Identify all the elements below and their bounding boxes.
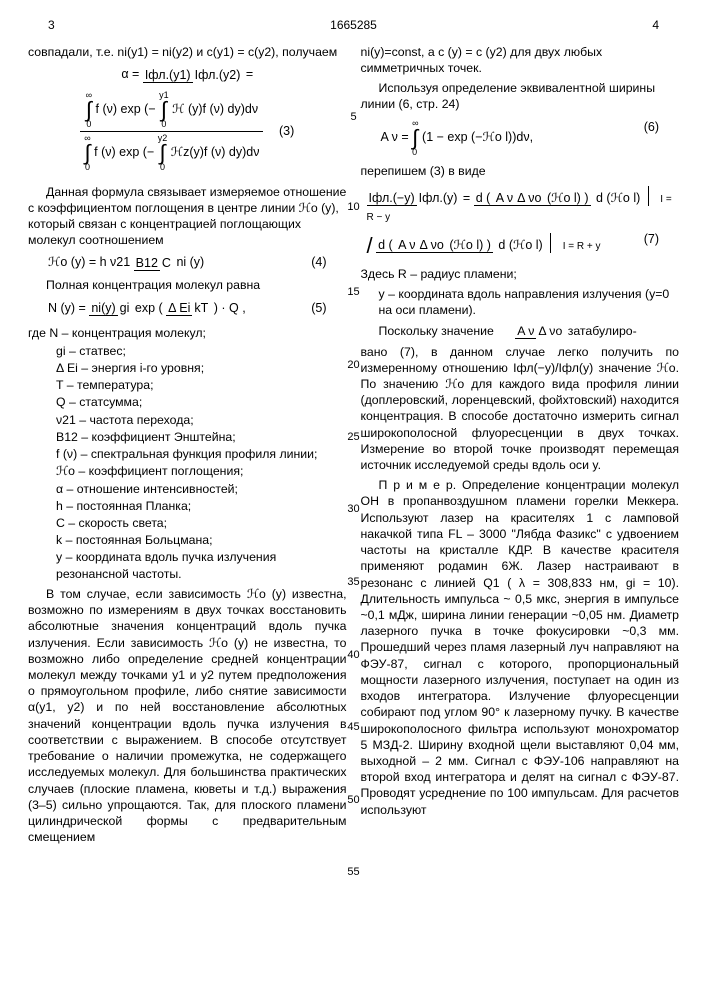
equation-5: N (y) = nі(y)gі exp ( Δ EіkT ) · Q , (5) [28, 300, 347, 317]
equation-4: ℋo (y) = h ν21 B12C nі (y) (4) [28, 254, 347, 271]
line-number: 35 [347, 575, 359, 590]
def-item: y – координата вдоль пучка излучения рез… [28, 549, 347, 581]
document-number: 1665285 [330, 18, 377, 34]
page: 3 1665285 4 5 10 15 20 25 30 35 40 45 50… [0, 0, 707, 1000]
line-number: 20 [347, 358, 359, 373]
def-item: ℋo – коэффициент поглощения; [28, 463, 347, 479]
def-item: h – постоянная Планка; [28, 498, 347, 514]
eq-text: ℋ (y)f (ν) dy)dν [172, 102, 258, 116]
def-item: T – температура; [28, 377, 347, 393]
line-number: 10 [347, 200, 359, 215]
definitions-list: где N – концентрация молекул; gі – статв… [28, 325, 347, 582]
paragraph: вано (7), в данном случае легко получить… [361, 344, 680, 474]
equation-7: Iфл.(−y)Iфл.(y) = d ( A νΔ νo (ℋo l) ) d… [361, 185, 680, 225]
line-number: 55 [347, 865, 359, 880]
paragraph: Используя определение эквивалентной шири… [361, 80, 680, 112]
line-number: 50 [347, 793, 359, 808]
eq-number: (6) [644, 119, 659, 136]
equation-3: ∞∫0 f (ν) exp (− y1∫0 ℋ (y)f (ν) dy)dν ∞… [28, 89, 347, 174]
equation-alpha: α = Iфл.(y1)Iфл.(y2) = [28, 66, 347, 83]
def-item: k – постоянная Больцмана; [28, 532, 347, 548]
paragraph: Данная формула связывает измеряемое отно… [28, 184, 347, 249]
eq-text: ℋz(y)f (ν) dy)dν [171, 145, 260, 159]
def-item: Q – статсумма; [28, 394, 347, 410]
paragraph: nі(y)=const, а с (y) = с (y2) для двух л… [361, 44, 680, 76]
def-item: gі – статвес; [28, 343, 347, 359]
def-item: ν21 – частота перехода; [28, 412, 347, 428]
def-item: B12 – коэффициент Энштейна; [28, 429, 347, 445]
paragraph: В том случае, если зависимость ℋo (y) из… [28, 586, 347, 846]
left-column: совпадали, т.е. nі(y1) = nі(y2) и с(y1) … [28, 40, 347, 850]
line-number: 45 [347, 720, 359, 735]
eq-frac-top: Iфл.(y1) [143, 68, 193, 83]
page-header: 3 1665285 4 [28, 18, 679, 40]
paragraph: y – координата вдоль направления излучен… [361, 286, 680, 318]
paragraph-example: П р и м е р. Определение концентрации мо… [361, 477, 680, 818]
equation-6: A ν = ∞∫0 (1 − exp (−ℋo l))dν, (6) [361, 119, 680, 157]
paragraph: Здесь R – радиус пламени; [361, 266, 680, 282]
line-number: 40 [347, 648, 359, 663]
page-number-left: 3 [48, 18, 55, 34]
eq-number: (3) [279, 124, 294, 138]
def-item: Δ Eі – энергия i-го уровня; [28, 360, 347, 376]
def-item: f (ν) – спектральная функция профиля лин… [28, 446, 347, 462]
line-number: 30 [347, 502, 359, 517]
paragraph: перепишем (3) в виде [361, 163, 680, 179]
line-number: 5 [350, 110, 356, 125]
right-column: nі(y)=const, а с (y) = с (y2) для двух л… [361, 40, 680, 850]
equation-7b: / d ( A νΔ νo (ℋo l) ) d (ℋo l) I = R + … [361, 231, 680, 260]
eq-number: (7) [644, 231, 659, 248]
eq-text: f (ν) exp (− [94, 145, 154, 159]
eq-number: (4) [311, 254, 326, 271]
line-number: 25 [347, 430, 359, 445]
paragraph: совпадали, т.е. nі(y1) = nі(y2) и с(y1) … [28, 44, 347, 60]
paragraph: Полная концентрация молекул равна [28, 277, 347, 293]
eq-frac-bot: Iфл.(y2) [193, 68, 243, 82]
line-number: 15 [347, 285, 359, 300]
def-item: α – отношение интенсивностей; [28, 481, 347, 497]
def-item: C – скорость света; [28, 515, 347, 531]
page-number-right: 4 [652, 18, 659, 34]
eq-number: (5) [311, 300, 326, 317]
eq-text: f (ν) exp (− [96, 102, 156, 116]
paragraph: Поскольку значение A νΔ νo затабулиро- [361, 323, 680, 340]
